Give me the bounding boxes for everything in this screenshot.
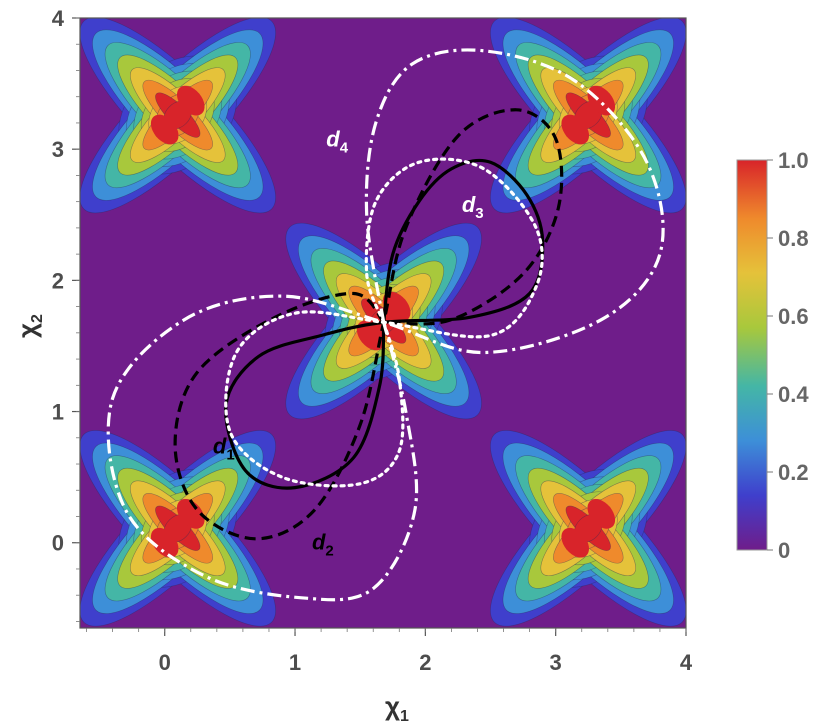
plot-area xyxy=(79,17,687,629)
colorbar-ticks: 0 0.2 0.4 0.6 0.8 1.0 xyxy=(767,148,809,563)
x-tick-label-2: 2 xyxy=(419,650,431,675)
plot-frame xyxy=(79,17,687,629)
peak-1-1 xyxy=(176,85,205,116)
x-tick-label-1: 1 xyxy=(289,650,301,675)
curve-d4 xyxy=(106,48,665,602)
y-tick-label-0: 0 xyxy=(52,531,64,556)
y-tick-label-1: 1 xyxy=(52,400,64,425)
y-tick-label-2: 2 xyxy=(52,268,64,293)
peak-2-1 xyxy=(587,499,616,529)
peak-0-1 xyxy=(176,499,205,529)
peak-3-0 xyxy=(561,114,590,145)
x-axis-label: χ1 xyxy=(385,691,409,725)
colorbar: 0 0.2 0.4 0.6 0.8 1.0 xyxy=(736,148,809,563)
colorbar-tick-label-3: 0.6 xyxy=(778,304,809,329)
curve-label-d3: d3 xyxy=(462,192,484,222)
peak-1-0 xyxy=(150,114,179,145)
colorbar-tick-label-5: 1.0 xyxy=(778,148,809,173)
curve-label-d1: d1 xyxy=(213,434,235,464)
peak-0-0 xyxy=(150,527,179,558)
curve-label-d2: d2 xyxy=(312,529,334,559)
x-tick-label-0: 0 xyxy=(159,650,171,675)
y-axis-label: χ2 xyxy=(12,314,46,338)
peak-2-0 xyxy=(561,527,590,558)
y-tick-label-3: 3 xyxy=(52,137,64,162)
colorbar-tick-label-0: 0 xyxy=(778,538,790,563)
heat-layer xyxy=(80,18,686,627)
colorbar-tick-label-1: 0.2 xyxy=(778,460,809,485)
curve-d1 xyxy=(224,158,545,490)
peak-4-0 xyxy=(356,320,385,351)
curve-label-d4: d4 xyxy=(326,127,348,157)
colorbar-gradient xyxy=(736,159,768,551)
curve-layer xyxy=(106,48,665,602)
curve-labels: d1 d2 d3 d4 xyxy=(213,127,484,560)
axes: 0 1 2 3 4 0 1 2 3 4 xyxy=(52,6,693,675)
peak-4-1 xyxy=(382,291,411,322)
x-tick-label-3: 3 xyxy=(550,650,562,675)
x-tick-label-4: 4 xyxy=(680,650,693,675)
colorbar-tick-label-2: 0.4 xyxy=(778,382,809,407)
y-tick-label-4: 4 xyxy=(52,6,65,31)
colorbar-tick-label-4: 0.8 xyxy=(778,226,809,251)
